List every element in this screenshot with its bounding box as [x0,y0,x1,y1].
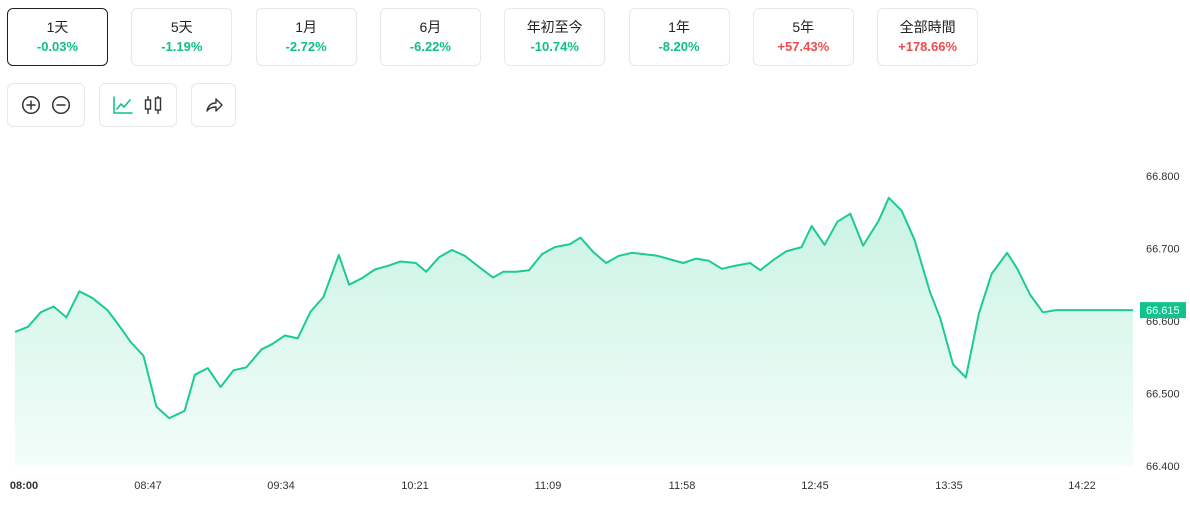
tab-range-2[interactable]: 1月 -2.72% [255,8,357,66]
price-area [15,197,1133,467]
x-tick-label: 10:21 [401,480,429,492]
chart-type-controls [99,83,177,127]
x-tick-label: 14:22 [1068,480,1096,492]
tab-range-1[interactable]: 5天 -1.19% [131,8,233,66]
tab-range-3[interactable]: 6月 -6.22% [379,8,481,66]
tab-change: +178.66% [898,39,958,54]
share-controls [191,83,236,127]
y-tick-label: 66.600 [1146,316,1180,328]
tab-range-6[interactable]: 5年 +57.43% [752,8,854,66]
y-tick-label: 66.700 [1146,244,1180,256]
tab-label: 1月 [295,19,317,35]
y-tick-label: 66.400 [1146,461,1180,473]
x-tick-label: 11:58 [669,480,696,492]
x-tick-label: 11:09 [535,480,562,492]
x-tick-label: 12:45 [801,480,829,492]
tab-label: 全部時間 [899,19,956,35]
tab-range-4[interactable]: 年初至今 -10.74% [504,8,606,66]
tab-range-0[interactable]: 1天 -0.03% [7,8,108,66]
tab-range-5[interactable]: 1年 -8.20% [628,8,730,66]
tab-change: -0.03% [36,39,79,54]
tab-change: -8.20% [658,39,700,54]
x-tick-label: 08:47 [134,480,162,492]
tab-label: 年初至今 [526,19,583,35]
line-chart-icon[interactable] [112,94,134,116]
current-price-tag [1140,302,1186,319]
tab-label: 1年 [668,19,690,35]
share-icon[interactable] [203,94,225,116]
zoom-out-icon[interactable] [50,94,72,116]
candlestick-icon[interactable] [142,94,164,116]
zoom-controls [7,83,85,127]
tab-range-7[interactable]: 全部時間 +178.66% [877,8,979,66]
tab-change: -10.74% [530,39,579,54]
x-tick-label: 08:00 [10,480,38,492]
tab-label: 6月 [419,19,442,35]
tab-change: +57.43% [777,39,830,54]
price-chart: 66.400 66.500 66.600 66.700 66.800 66.615 08:… [10,171,1186,492]
x-tick-label: 13:35 [935,480,963,492]
tab-label: 1天 [46,19,69,35]
tab-label: 5天 [170,19,193,35]
current-price-label: 66.615 [1146,305,1180,317]
tab-change: -2.72% [285,39,327,54]
y-tick-label: 66.500 [1146,389,1180,401]
zoom-in-icon[interactable] [20,94,42,116]
x-tick-label: 09:34 [267,480,295,492]
tab-change: -1.19% [161,39,203,54]
tab-change: -6.22% [409,39,451,54]
tab-label: 5年 [792,19,815,35]
y-tick-label: 66.800 [1146,171,1180,183]
price-line [14,196,1133,420]
